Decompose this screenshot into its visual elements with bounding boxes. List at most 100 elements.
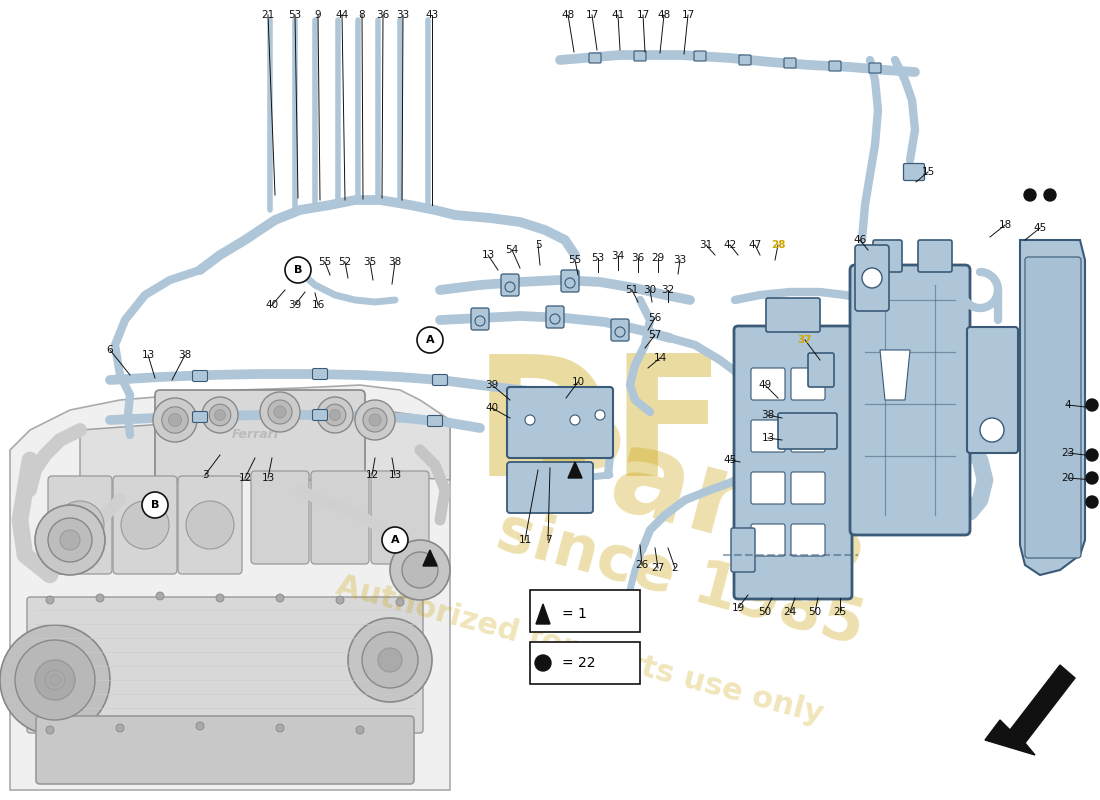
Text: 43: 43: [426, 10, 439, 20]
Circle shape: [186, 501, 234, 549]
Text: 20: 20: [1062, 473, 1075, 483]
Circle shape: [56, 501, 104, 549]
Text: 13: 13: [761, 433, 774, 443]
Circle shape: [382, 527, 408, 553]
FancyBboxPatch shape: [784, 58, 796, 68]
FancyBboxPatch shape: [588, 53, 601, 63]
FancyBboxPatch shape: [808, 353, 834, 387]
Circle shape: [121, 501, 169, 549]
FancyBboxPatch shape: [312, 410, 328, 421]
Circle shape: [390, 540, 450, 600]
Text: 12: 12: [239, 473, 252, 483]
Circle shape: [1086, 496, 1098, 508]
Circle shape: [216, 594, 224, 602]
FancyBboxPatch shape: [500, 274, 519, 296]
Circle shape: [355, 400, 395, 440]
Text: 11: 11: [518, 535, 531, 545]
FancyBboxPatch shape: [869, 63, 881, 73]
Text: since 1985: since 1985: [490, 502, 870, 658]
FancyBboxPatch shape: [791, 524, 825, 556]
Circle shape: [525, 415, 535, 425]
FancyBboxPatch shape: [751, 472, 785, 504]
FancyBboxPatch shape: [507, 462, 593, 513]
Text: 15: 15: [922, 167, 935, 177]
Polygon shape: [1020, 240, 1085, 575]
Text: 13: 13: [142, 350, 155, 360]
Circle shape: [1086, 472, 1098, 484]
FancyBboxPatch shape: [739, 55, 751, 65]
Text: 10: 10: [571, 377, 584, 387]
Circle shape: [142, 492, 168, 518]
Circle shape: [550, 314, 560, 324]
FancyBboxPatch shape: [432, 374, 448, 386]
FancyBboxPatch shape: [178, 476, 242, 574]
Text: 46: 46: [854, 235, 867, 245]
Polygon shape: [568, 462, 582, 478]
Text: 45: 45: [724, 455, 737, 465]
Circle shape: [1024, 189, 1036, 201]
FancyBboxPatch shape: [311, 471, 368, 564]
Circle shape: [196, 722, 204, 730]
FancyBboxPatch shape: [28, 597, 424, 733]
Circle shape: [0, 625, 110, 735]
Text: 55: 55: [569, 255, 582, 265]
FancyBboxPatch shape: [192, 370, 208, 382]
Text: 18: 18: [999, 220, 1012, 230]
FancyBboxPatch shape: [967, 327, 1018, 453]
Circle shape: [1086, 399, 1098, 411]
Circle shape: [475, 316, 485, 326]
Circle shape: [35, 660, 75, 700]
Text: 4: 4: [1065, 400, 1071, 410]
Text: 57: 57: [648, 330, 661, 340]
Circle shape: [565, 278, 575, 288]
FancyBboxPatch shape: [855, 245, 889, 311]
FancyBboxPatch shape: [694, 51, 706, 61]
Text: 13: 13: [262, 473, 275, 483]
Text: B: B: [151, 500, 160, 510]
FancyBboxPatch shape: [48, 476, 112, 574]
Text: 41: 41: [612, 10, 625, 20]
Text: 39: 39: [288, 300, 301, 310]
Text: 16: 16: [311, 300, 324, 310]
Text: 40: 40: [265, 300, 278, 310]
FancyBboxPatch shape: [903, 163, 924, 181]
Circle shape: [209, 404, 231, 426]
FancyBboxPatch shape: [192, 411, 208, 422]
Text: 5: 5: [535, 240, 541, 250]
Circle shape: [162, 406, 188, 434]
Circle shape: [535, 655, 551, 671]
Circle shape: [336, 596, 344, 604]
Text: 12: 12: [365, 470, 378, 480]
FancyBboxPatch shape: [778, 413, 837, 449]
Text: 25: 25: [834, 607, 847, 617]
FancyBboxPatch shape: [610, 319, 629, 341]
Circle shape: [260, 392, 300, 432]
Text: 39: 39: [485, 380, 498, 390]
Text: 53: 53: [592, 253, 605, 263]
Text: 48: 48: [658, 10, 671, 20]
Text: 6: 6: [107, 345, 113, 355]
Circle shape: [570, 415, 580, 425]
Text: 49: 49: [758, 380, 771, 390]
Text: DF: DF: [474, 349, 726, 511]
Circle shape: [417, 327, 443, 353]
FancyBboxPatch shape: [829, 61, 842, 71]
FancyBboxPatch shape: [751, 420, 785, 452]
Circle shape: [396, 598, 404, 606]
Text: 48: 48: [561, 10, 574, 20]
Text: 27: 27: [651, 563, 664, 573]
Text: 55: 55: [318, 257, 331, 267]
Circle shape: [1086, 449, 1098, 461]
FancyBboxPatch shape: [113, 476, 177, 574]
Text: 7: 7: [544, 535, 551, 545]
Circle shape: [378, 648, 402, 672]
Text: 17: 17: [681, 10, 694, 20]
Circle shape: [1044, 189, 1056, 201]
Text: Parts: Parts: [517, 399, 883, 601]
Text: = 1: = 1: [562, 607, 587, 621]
Text: 53: 53: [288, 10, 301, 20]
Circle shape: [595, 410, 605, 420]
Circle shape: [48, 518, 92, 562]
Text: 23: 23: [1062, 448, 1075, 458]
Circle shape: [324, 404, 345, 426]
